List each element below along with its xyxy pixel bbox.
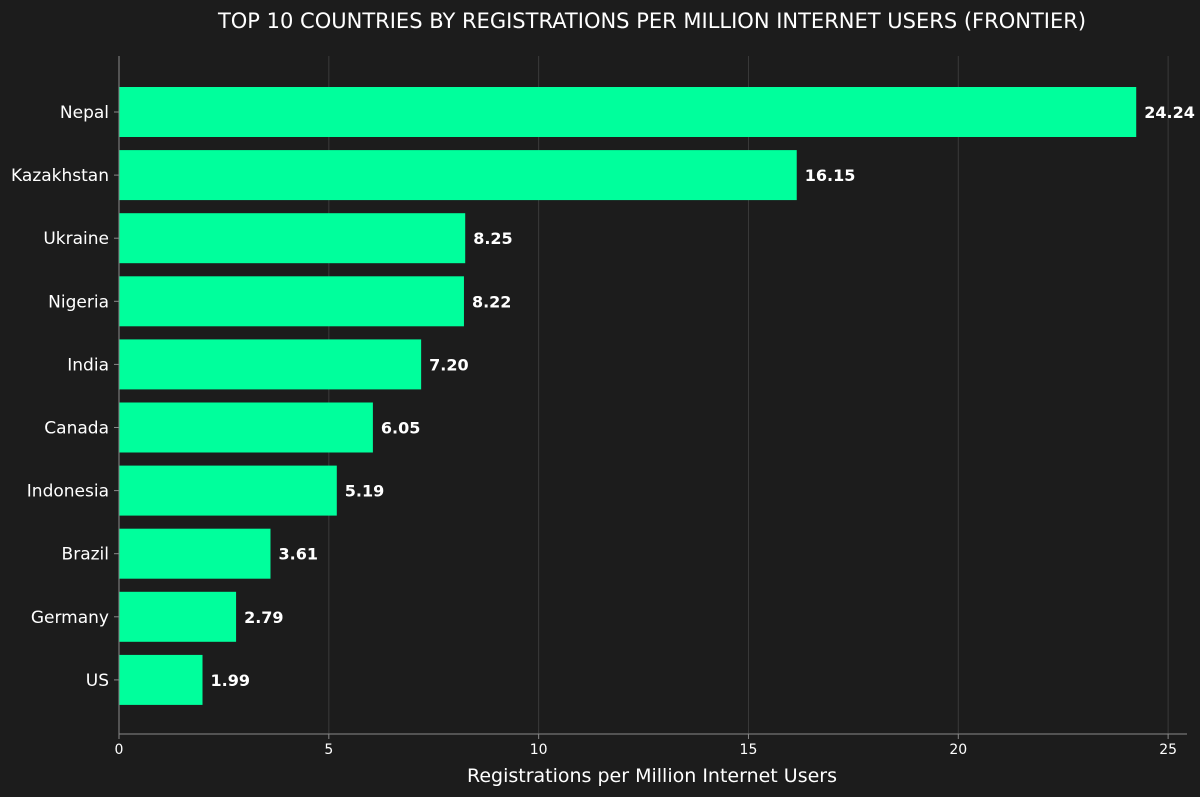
value-label-nepal: 24.24 bbox=[1144, 103, 1195, 122]
axis-layer bbox=[118, 56, 1187, 735]
bar-indonesia bbox=[119, 465, 337, 516]
value-label-nigeria: 8.22 bbox=[472, 292, 511, 311]
value-label-india: 7.20 bbox=[429, 355, 468, 374]
bar-ukraine bbox=[119, 213, 466, 264]
value-label-germany: 2.79 bbox=[244, 608, 283, 627]
chart-title: TOP 10 COUNTRIES BY REGISTRATIONS PER MI… bbox=[217, 9, 1086, 33]
category-label-indonesia: Indonesia bbox=[27, 482, 109, 502]
x-axis-label: Registrations per Million Internet Users bbox=[467, 765, 837, 787]
bar-nepal bbox=[119, 87, 1137, 137]
category-label-nigeria: Nigeria bbox=[48, 292, 109, 312]
bar-nigeria bbox=[119, 276, 464, 327]
x-tick-label-10: 10 bbox=[530, 742, 548, 758]
bars-layer bbox=[119, 87, 1137, 705]
value-label-kazakhstan: 16.15 bbox=[805, 166, 856, 185]
x-ticks: 0 5 10 15 20 25 bbox=[115, 734, 1177, 758]
bar-canada bbox=[119, 402, 373, 453]
x-tick-label-15: 15 bbox=[740, 742, 758, 758]
x-tick-label-25: 25 bbox=[1159, 742, 1177, 758]
value-label-ukraine: 8.25 bbox=[473, 229, 512, 248]
value-label-canada: 6.05 bbox=[381, 419, 420, 438]
category-label-canada: Canada bbox=[44, 419, 109, 439]
x-tick-label-0: 0 bbox=[115, 742, 124, 758]
bar-us bbox=[119, 654, 203, 705]
category-label-ukraine: Ukraine bbox=[43, 229, 109, 249]
value-labels: 24.24 16.15 8.25 8.22 7.20 6.05 5.19 3.61 2.79 1.… bbox=[211, 103, 1195, 690]
value-label-brazil: 3.61 bbox=[278, 545, 317, 564]
value-label-us: 1.99 bbox=[211, 671, 250, 690]
category-labels: Nepal Kazakhstan Ukraine Nigeria India Canada… bbox=[11, 103, 119, 691]
category-label-brazil: Brazil bbox=[62, 545, 109, 565]
category-label-us: US bbox=[86, 671, 109, 691]
value-label-indonesia: 5.19 bbox=[345, 482, 384, 501]
category-label-kazakhstan: Kazakhstan bbox=[11, 166, 109, 186]
x-tick-label-20: 20 bbox=[949, 742, 967, 758]
category-label-nepal: Nepal bbox=[60, 103, 109, 123]
bar-kazakhstan bbox=[119, 150, 797, 201]
bar-brazil bbox=[119, 528, 271, 579]
bar-germany bbox=[119, 591, 237, 642]
bar-india bbox=[119, 339, 422, 390]
category-label-india: India bbox=[67, 355, 109, 375]
x-tick-label-5: 5 bbox=[324, 742, 333, 758]
category-label-germany: Germany bbox=[31, 608, 109, 628]
